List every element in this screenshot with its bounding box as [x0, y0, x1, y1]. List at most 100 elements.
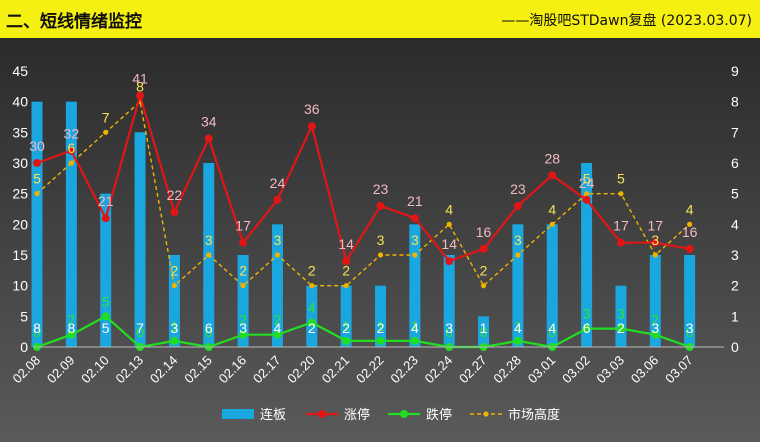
y-left-tick-label: 5: [20, 308, 28, 324]
label-dieting: 3: [617, 306, 625, 322]
label-dieting: 0: [445, 324, 453, 340]
bar-lianban: [546, 224, 558, 347]
label-zhangting: 22: [167, 187, 183, 203]
point-market-height: [309, 283, 315, 289]
label-dieting: 2: [67, 312, 75, 328]
bar-lianban: [615, 285, 627, 347]
label-lianban: 4: [411, 320, 419, 336]
point-zhangting: [513, 201, 522, 210]
label-market-height: 3: [411, 232, 419, 248]
label-dieting: 1: [411, 318, 419, 334]
point-zhangting: [33, 159, 41, 167]
point-market-height: [412, 252, 418, 258]
point-zhangting: [685, 244, 694, 253]
label-lianban: 3: [239, 320, 247, 336]
y-left-tick-label: 20: [12, 216, 28, 232]
point-zhangting: [239, 238, 248, 247]
y-right-tick-label: 5: [731, 186, 739, 202]
label-market-height: 3: [651, 232, 659, 248]
bar-lianban: [375, 285, 386, 347]
point-dieting: [651, 330, 660, 339]
point-zhangting: [410, 214, 419, 223]
label-zhangting: 34: [201, 113, 217, 129]
y-right-tick-label: 8: [731, 94, 739, 110]
point-market-height: [274, 252, 281, 258]
label-dieting: 0: [136, 324, 144, 340]
label-zhangting: 17: [648, 218, 664, 234]
point-dieting: [239, 330, 248, 339]
label-lianban: 8: [33, 320, 41, 336]
point-zhangting: [376, 201, 385, 210]
point-dieting: [67, 330, 76, 339]
label-market-height: 3: [514, 232, 522, 248]
point-dieting: [273, 330, 282, 339]
point-market-height: [343, 283, 349, 289]
label-dieting: 2: [239, 312, 247, 328]
point-market-height: [687, 221, 693, 227]
point-dieting: [410, 336, 419, 345]
label-market-height: 3: [205, 232, 213, 248]
point-market-height: [652, 252, 658, 258]
line-market-height: [36, 100, 691, 288]
page-title: 二、短线情绪监控: [6, 12, 142, 32]
y-left-tick-label: 10: [12, 278, 28, 294]
bar-lianban: [134, 132, 146, 347]
label-lianban: 2: [342, 320, 350, 336]
label-market-height: 2: [342, 263, 350, 279]
y-right-tick-label: 6: [731, 155, 739, 171]
y-axis-right: 0 1 2 3 4 5 6 7 8 9: [731, 63, 739, 355]
bar-lianban: [649, 255, 661, 347]
point-market-height: [103, 129, 109, 135]
label-market-height: 3: [274, 232, 282, 248]
point-zhangting: [204, 134, 213, 143]
point-dieting: [342, 336, 351, 345]
source-credit: ——淘股吧STDawn复盘 (2023.03.07): [501, 13, 752, 29]
point-zhangting: [101, 214, 110, 223]
y-left-tick-label: 15: [12, 247, 28, 263]
label-zhangting: 36: [304, 101, 320, 117]
point-zhangting: [67, 146, 76, 155]
label-zhangting: 16: [476, 224, 492, 240]
y-right-tick-label: 3: [731, 247, 739, 263]
bar-lianban: [684, 255, 696, 347]
y-right-tick-label: 9: [731, 63, 739, 79]
label-dieting: 0: [33, 324, 41, 340]
legend-label-lianban: 连板: [260, 407, 286, 423]
legend-label-market-height: 市场高度: [508, 407, 560, 423]
point-zhangting: [548, 171, 557, 180]
y-right-tick-label: 7: [731, 124, 739, 140]
point-zhangting: [136, 91, 145, 100]
legend-marker-dieting: [400, 410, 408, 418]
bar-lianban: [100, 193, 112, 347]
label-zhangting: 14: [441, 236, 457, 252]
point-market-height: [377, 252, 384, 258]
bar-lianban: [65, 101, 77, 347]
label-dieting: 0: [686, 324, 694, 340]
label-zhangting: 23: [510, 181, 526, 197]
label-lianban: 8: [67, 320, 75, 336]
label-zhangting: 17: [235, 218, 251, 234]
label-market-height: 2: [171, 263, 179, 279]
legend-marker-zhangting: [318, 410, 326, 418]
label-lianban: 2: [308, 320, 316, 336]
label-lianban: 4: [514, 320, 522, 336]
y-axis-left: 0 5 10 15 20 25 30 35 40 45: [12, 63, 28, 355]
point-zhangting: [651, 238, 660, 247]
bar-lianban: [409, 224, 421, 347]
point-dieting: [513, 336, 522, 345]
point-zhangting: [479, 244, 488, 253]
label-lianban: 1: [480, 320, 488, 336]
y-right-tick-label: 1: [731, 308, 739, 324]
y-right-tick-label: 2: [731, 278, 739, 294]
point-market-height: [34, 191, 40, 197]
point-dieting: [307, 318, 316, 327]
label-lianban: 3: [445, 320, 453, 336]
label-lianban: 2: [377, 320, 385, 336]
label-zhangting: 41: [132, 71, 148, 87]
legend-swatch-lianban: [222, 409, 254, 419]
label-zhangting: 24: [579, 175, 595, 191]
point-dieting: [101, 312, 110, 321]
